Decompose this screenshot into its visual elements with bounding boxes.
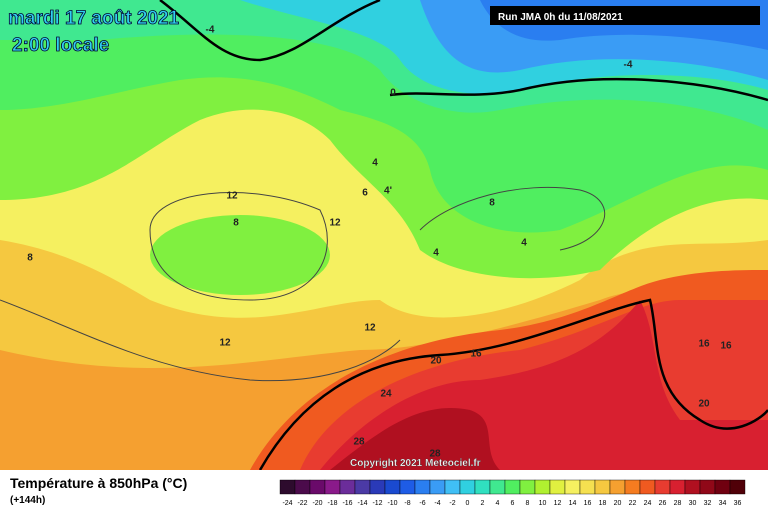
legend-swatch (459, 479, 476, 495)
legend-label: 18 (599, 500, 607, 507)
color-legend: -24 -22 -20 -18 -16 -14 -12 -10 -8 -6 -4 -2 0 2 4 6 8 10 1… (279, 479, 746, 507)
legend-label: -20 (312, 500, 322, 507)
contour-label: 4 (521, 238, 527, 249)
legend-swatch (369, 479, 386, 495)
legend-swatch (339, 479, 356, 495)
legend-swatch (414, 479, 431, 495)
legend-label: -18 (327, 500, 337, 507)
contour-label: 12 (329, 218, 341, 229)
footer-lead: (+144h) (10, 495, 45, 506)
legend-label: 30 (689, 500, 697, 507)
contour-label: 12 (219, 338, 231, 349)
contour-label: 20 (430, 356, 442, 367)
legend-label: -6 (419, 500, 425, 507)
legend-swatch (549, 479, 566, 495)
contour-label: -4 (624, 60, 633, 71)
run-box (490, 6, 760, 25)
contour-label: 4' (384, 186, 392, 197)
contour-label: 16 (698, 339, 710, 350)
legend-label: -22 (297, 500, 307, 507)
contour-label: 8 (27, 253, 33, 264)
legend-swatch (279, 479, 296, 495)
legend-label: 28 (674, 500, 682, 507)
legend-label: -12 (372, 500, 382, 507)
legend-label: -4 (434, 500, 440, 507)
legend-swatch (354, 479, 371, 495)
legend-swatch (474, 479, 491, 495)
legend-label: 4 (496, 500, 500, 507)
legend-swatch (519, 479, 536, 495)
copyright: Copyright 2021 Meteociel.fr (350, 458, 481, 469)
contour-label: 28 (353, 437, 365, 448)
legend-label: -8 (404, 500, 410, 507)
contour-label: 0 (390, 88, 396, 99)
contour-label: 4 (433, 248, 439, 259)
legend-label: 16 (584, 500, 592, 507)
legend-swatch (564, 479, 581, 495)
legend-label: 22 (629, 500, 637, 507)
legend-label: -10 (387, 500, 397, 507)
legend-label: 12 (554, 500, 562, 507)
legend-swatch (294, 479, 311, 495)
legend-swatch (399, 479, 416, 495)
legend-swatch (384, 479, 401, 495)
legend-swatch (699, 479, 716, 495)
legend-swatch (579, 479, 596, 495)
map-time: 2:00 locale (12, 35, 109, 56)
legend-label: 26 (659, 500, 667, 507)
contour-label: 16 (720, 341, 732, 352)
legend-swatch (309, 479, 326, 495)
contour-label: -4 (206, 25, 215, 36)
contour-label: 20 (698, 399, 710, 410)
legend-swatch (654, 479, 671, 495)
legend-label: 8 (526, 500, 530, 507)
legend-label: 10 (539, 500, 547, 507)
legend-swatch (504, 479, 521, 495)
legend-swatch (624, 479, 641, 495)
legend-swatch (714, 479, 731, 495)
legend-label: -16 (342, 500, 352, 507)
legend-label: 36 (734, 500, 742, 507)
legend-swatch (324, 479, 341, 495)
contour-label: 24 (380, 389, 392, 400)
legend-label: 6 (511, 500, 515, 507)
legend-label: 24 (644, 500, 652, 507)
legend-label: 14 (569, 500, 577, 507)
contours (0, 0, 768, 471)
legend-label: -24 (282, 500, 292, 507)
legend-swatch (609, 479, 626, 495)
legend-label: 2 (481, 500, 485, 507)
contour-label: 28 (429, 449, 441, 460)
legend-swatch (729, 479, 746, 495)
contour-labels: -4 -4 0 4 6 4' 8 12 8 12 4 4 8 12 12 16 … (27, 25, 732, 460)
map-date: mardi 17 août 2021 (8, 8, 180, 29)
contour-label: 6 (362, 188, 368, 199)
legend-label: 20 (614, 500, 622, 507)
legend-swatch (669, 479, 686, 495)
legend-label: -14 (357, 500, 367, 507)
legend-swatch (489, 479, 506, 495)
contour-label: 16 (470, 349, 482, 360)
legend-swatch (594, 479, 611, 495)
legend-label: -2 (449, 500, 455, 507)
contour-label: 4 (372, 158, 378, 169)
contour-label: 12 (226, 191, 238, 202)
legend-swatch (639, 479, 656, 495)
contour-label: 12 (364, 323, 376, 334)
legend-swatch (534, 479, 551, 495)
run-label: Run JMA 0h du 11/08/2021 (498, 12, 623, 23)
footer-title: Température à 850hPa (°C) (10, 475, 187, 491)
legend-label: 0 (466, 500, 470, 507)
legend-label: 32 (704, 500, 712, 507)
legend-swatch (444, 479, 461, 495)
legend-swatch (684, 479, 701, 495)
legend-label: 34 (719, 500, 727, 507)
contour-label: 8 (233, 218, 239, 229)
contour-label: 8 (489, 198, 495, 209)
legend-swatch (429, 479, 446, 495)
